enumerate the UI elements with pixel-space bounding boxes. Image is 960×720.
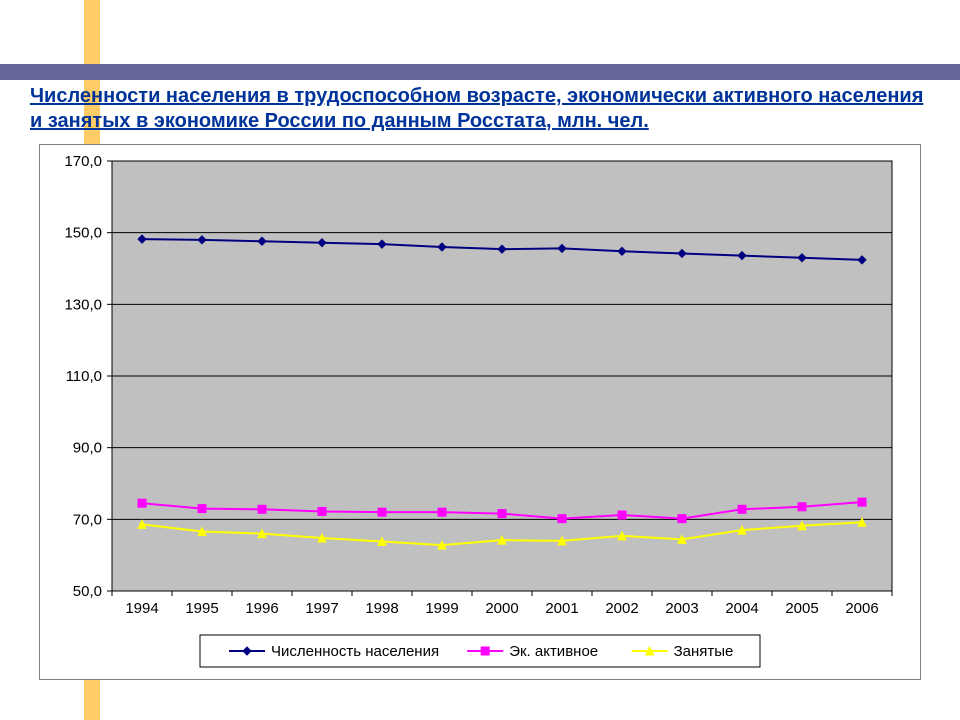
y-tick-label: 110,0 bbox=[66, 368, 102, 385]
marker-square bbox=[738, 505, 746, 513]
marker-square bbox=[198, 505, 206, 513]
marker-square bbox=[258, 505, 266, 513]
marker-square bbox=[798, 503, 806, 511]
marker-square bbox=[558, 515, 566, 523]
marker-square bbox=[481, 647, 489, 655]
x-tick-label: 2002 bbox=[605, 600, 638, 617]
y-tick-label: 170,0 bbox=[64, 153, 102, 170]
marker-square bbox=[378, 508, 386, 516]
chart-title: Численности населения в трудоспособном в… bbox=[30, 84, 930, 134]
marker-square bbox=[858, 498, 866, 506]
x-tick-label: 1998 bbox=[365, 600, 398, 617]
x-tick-label: 2005 bbox=[785, 600, 818, 617]
marker-square bbox=[498, 510, 506, 518]
y-tick-label: 50,0 bbox=[73, 583, 102, 600]
x-tick-label: 2004 bbox=[725, 600, 758, 617]
legend-label: Численность населения bbox=[271, 643, 439, 660]
x-tick-label: 1994 bbox=[125, 600, 158, 617]
y-tick-label: 70,0 bbox=[73, 511, 102, 528]
x-tick-label: 1996 bbox=[245, 600, 278, 617]
legend-label: Занятые bbox=[674, 643, 734, 660]
x-tick-label: 2000 bbox=[485, 600, 518, 617]
marker-square bbox=[618, 511, 626, 519]
marker-square bbox=[138, 499, 146, 507]
marker-square bbox=[678, 515, 686, 523]
y-tick-label: 130,0 bbox=[64, 296, 102, 313]
x-tick-label: 2006 bbox=[845, 600, 878, 617]
x-tick-label: 1995 bbox=[185, 600, 218, 617]
legend-label: Эк. активное bbox=[509, 643, 598, 660]
decoration-horizontal-bar bbox=[0, 64, 960, 80]
marker-square bbox=[438, 508, 446, 516]
x-tick-label: 1999 bbox=[425, 600, 458, 617]
chart-svg: 50,0 70,0 90,0 110,0 130,0 150,0 170,0 1994 1995… bbox=[40, 145, 920, 679]
x-tick-label: 2003 bbox=[665, 600, 698, 617]
chart-container: 50,0 70,0 90,0 110,0 130,0 150,0 170,0 1994 1995… bbox=[39, 144, 921, 680]
y-tick-label: 90,0 bbox=[73, 440, 102, 457]
marker-square bbox=[318, 507, 326, 515]
y-tick-label: 150,0 bbox=[64, 225, 102, 242]
x-tick-label: 1997 bbox=[305, 600, 338, 617]
x-tick-label: 2001 bbox=[545, 600, 578, 617]
